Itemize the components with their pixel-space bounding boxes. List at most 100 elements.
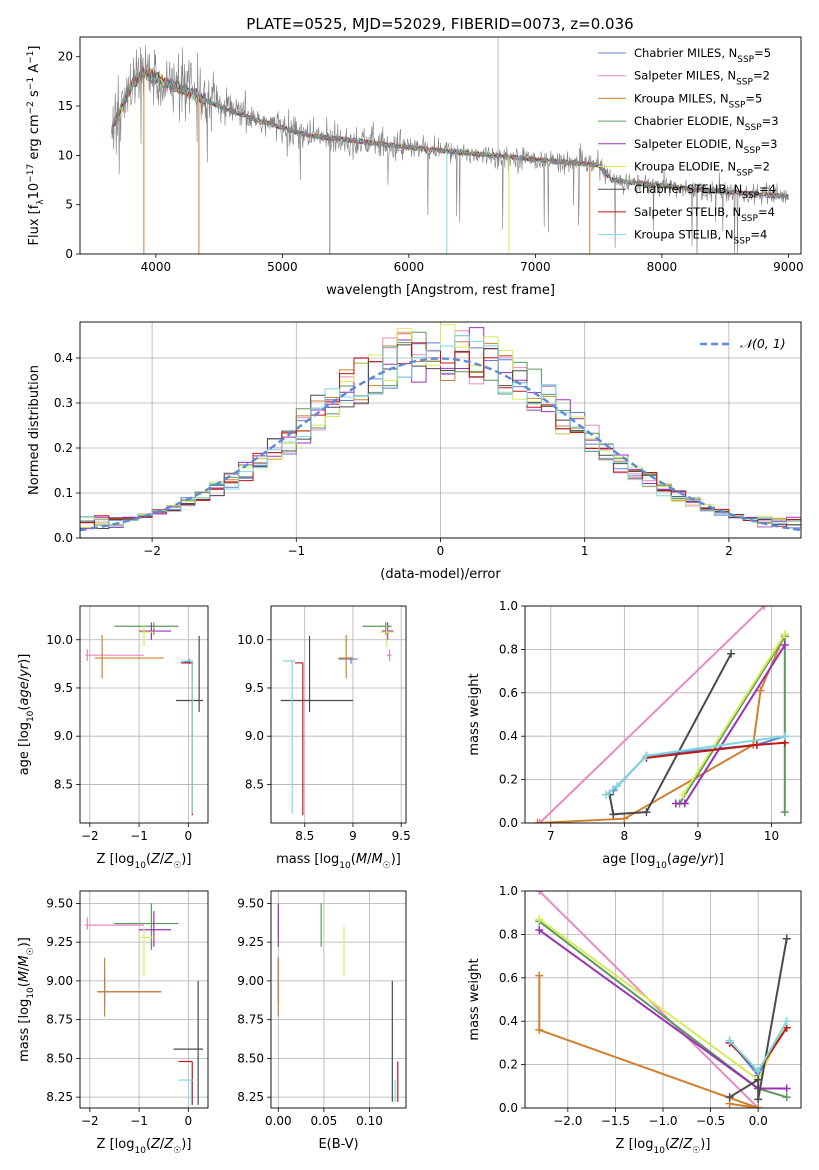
weight-marker [754, 1067, 763, 1076]
y-tick-label: 9.25 [46, 935, 73, 949]
weight-marker [782, 934, 791, 943]
y-tick-label: 1.0 [499, 884, 518, 898]
legend-label: Salpeter ELODIE, NSSP=3 [634, 137, 777, 156]
legend-label-part: Chabrier ELODIE, N [634, 114, 745, 128]
weight-marker [782, 1084, 791, 1093]
legend-label-part: =4 [750, 228, 767, 242]
x-axis-label-part: / [696, 852, 701, 867]
x-axis-label-part: 10 [655, 861, 667, 871]
legend-label-part: SSP [745, 123, 762, 133]
x-tick-label: 0.05 [311, 1114, 338, 1128]
x-tick-label: −2 [81, 1114, 99, 1128]
axes-frame [79, 605, 209, 824]
weight-marker [533, 819, 542, 823]
legend-label-part: SSP [742, 191, 759, 201]
legend-label-part: SSP [729, 100, 746, 110]
y-tick-label: 0.2 [499, 773, 518, 787]
y-tick-label: 10.0 [46, 633, 73, 647]
x-tick-label: −2 [143, 544, 161, 558]
x-axis-label-part: ( [146, 852, 151, 867]
y-tick-label: 9.50 [237, 896, 264, 910]
normal-reference-curve [80, 357, 801, 532]
y-tick-label: 10 [58, 148, 73, 162]
x-tick-label: −1.5 [601, 1114, 630, 1128]
x-tick-label: 9000 [773, 260, 804, 274]
x-axis-label: age [log10(age/yr)] [602, 852, 724, 871]
x-tick-label: 0 [437, 544, 445, 558]
y-tick-label: 8.25 [237, 1090, 264, 1104]
y-axis-label: Flux [fλ10−17 erg cm−2 s−1 A−1] [26, 46, 46, 246]
y-tick-label: 0.1 [54, 486, 73, 500]
x-tick-label: 4000 [141, 260, 172, 274]
x-tick-label: −1 [130, 829, 148, 843]
y-axis-label: Normed distribution [27, 365, 42, 495]
x-axis-label-ebv: E(B-V) [318, 1137, 358, 1152]
x-axis-label: Z [log10(Z/Z☉)] [616, 1137, 711, 1156]
legend-label: Kroupa STELIB, NSSP=4 [634, 228, 767, 247]
x-tick-label: 0.00 [265, 1114, 292, 1128]
x-axis-label: Z [log10(Z/Z☉)] [97, 1137, 192, 1156]
y-tick-label: 9.50 [46, 896, 73, 910]
weight-marker [535, 1025, 544, 1034]
weight-marker [754, 1095, 763, 1104]
weight-marker [780, 641, 789, 650]
axes-frame [524, 605, 802, 824]
y-axis-label-part: 10 [26, 710, 36, 722]
legend-label-part: =2 [753, 69, 770, 83]
x-axis-label-part: yr [700, 852, 716, 867]
x-axis-label-part: mass [log [276, 852, 339, 867]
x-tick-label: 0.0 [749, 1114, 768, 1128]
legend-label-part: Salpeter ELODIE, N [634, 137, 744, 151]
x-axis-label-part: )] [181, 852, 191, 867]
y-axis-label-part: yr [17, 662, 32, 678]
x-tick-label: 0 [184, 829, 192, 843]
y-axis-label-part: M [17, 955, 32, 966]
x-axis-label-part: M [371, 852, 382, 867]
x-tick-label: −1.0 [648, 1114, 677, 1128]
weight-marker [609, 810, 618, 819]
axes-frame [79, 890, 209, 1109]
x-tick-label: −2 [81, 829, 99, 843]
weight-marker [535, 971, 544, 980]
legend-label: Chabrier STELIB, NSSP=4 [634, 182, 776, 201]
x-axis-label: (data-model)/error [380, 567, 501, 582]
weight-marker [780, 630, 789, 639]
x-tick-label: 7 [547, 829, 555, 843]
weight-line-chabrier-stelib [729, 938, 788, 1100]
y-tick-label: 5 [65, 198, 73, 212]
x-axis-label-part: Z [150, 1137, 161, 1152]
y-axis-label-part: λ [36, 199, 46, 205]
y-tick-label: 0.8 [499, 642, 518, 656]
legend-label: Chabrier MILES, NSSP=5 [634, 46, 771, 65]
weight-marker [725, 1036, 734, 1045]
y-tick-label: 8.50 [237, 1051, 264, 1065]
y-tick-label: 8.5 [54, 777, 73, 791]
x-tick-label: 1 [581, 544, 589, 558]
plot-area-mass_vs_Z [84, 903, 204, 1105]
x-axis-label-part: ☉ [173, 861, 181, 871]
plot-area-age_vs_Z [84, 622, 204, 816]
y-tick-label: 9.5 [54, 681, 73, 695]
y-tick-label: 8.75 [46, 1013, 73, 1027]
observed-spectrum [111, 45, 789, 254]
weight-marker [642, 808, 651, 817]
x-tick-label: 0.10 [356, 1114, 383, 1128]
y-axis-label: mass [log10(M/M☉)] [17, 937, 36, 1062]
x-tick-label: −1 [287, 544, 305, 558]
y-tick-label: 9.5 [245, 681, 264, 695]
y-tick-label: 9.00 [237, 974, 264, 988]
x-axis-label-part: / [160, 852, 165, 867]
x-axis-label-part: age [log [602, 852, 655, 867]
weight-line-kroupa-miles [538, 975, 759, 1108]
weight-line-kroupa-miles [537, 633, 786, 823]
x-axis-label-part: / [679, 1137, 684, 1152]
y-axis-label-part: ( [17, 706, 32, 711]
legend-label: Salpeter MILES, NSSP=2 [634, 69, 770, 88]
weight-marker [613, 782, 621, 791]
x-axis-label-part: Z [682, 1137, 693, 1152]
weight-marker [535, 891, 544, 895]
plot-area-spectrum [111, 37, 789, 254]
panel-mass_vs_Z: −2 −1 08.258.508.759.009.259.50Z [log10(Z/… [17, 890, 209, 1156]
x-axis-label-part: M [356, 852, 367, 867]
